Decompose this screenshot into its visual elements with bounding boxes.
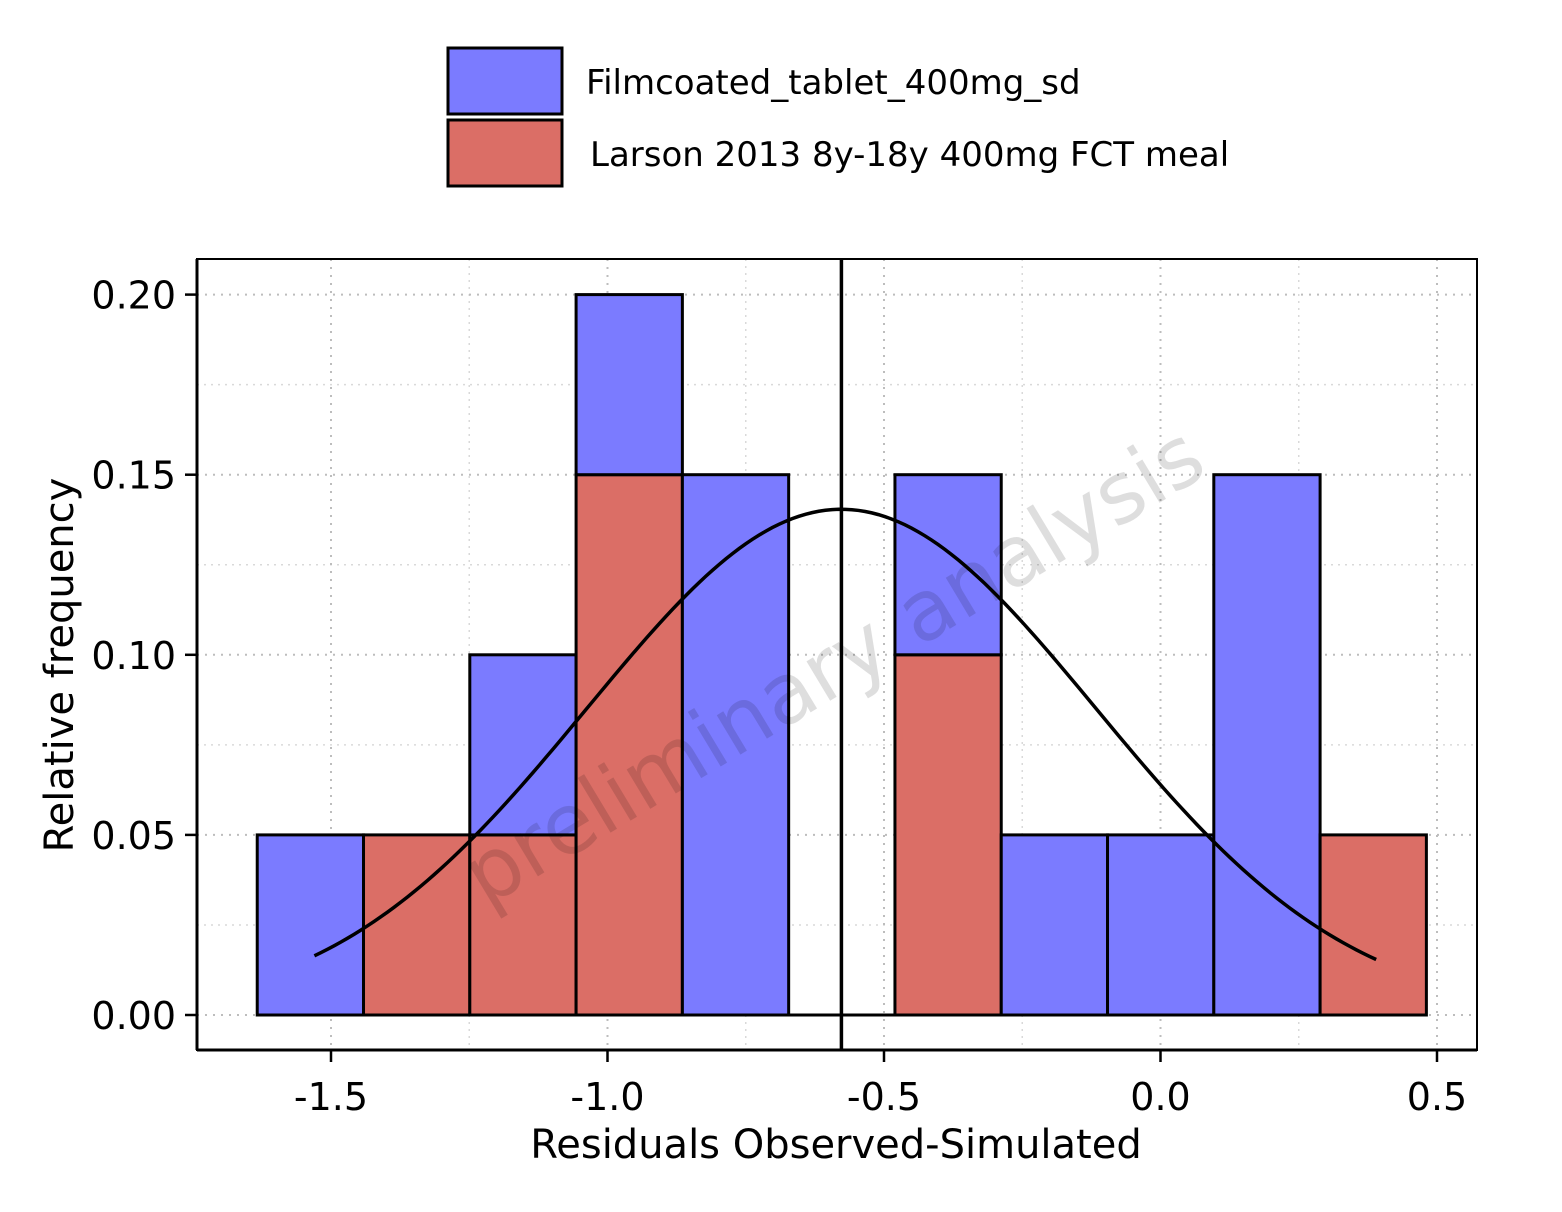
bar-larson-bin-10 (1318, 833, 1428, 1017)
normal-curve-layer (313, 259, 1377, 1050)
x-axis-title: Residuals Observed-Simulated (530, 1122, 1141, 1168)
y-tick-label-0: 0.00 (91, 994, 176, 1038)
y-tick-label-4: 0.20 (91, 274, 176, 318)
y-tick-label-3: 0.15 (91, 454, 176, 498)
legend: Filmcoated_tablet_400mg_sd Larson 2013 8… (446, 46, 1229, 188)
y-tick-label-1: 0.05 (91, 814, 176, 858)
bar-filmcoated-bin-0 (255, 833, 366, 1017)
bar-filmcoated-bin-8 (1106, 833, 1216, 1017)
x-tick-label-3: 0.0 (1130, 1075, 1190, 1119)
bar-filmcoated-bin-7 (999, 833, 1110, 1017)
bar-larson-bin-3 (574, 473, 684, 1017)
bar-larson-bin-2 (468, 833, 578, 1017)
y-tick-label-2: 0.10 (91, 634, 176, 678)
bar-larson-bin-6 (893, 653, 1003, 1017)
legend-label-filmcoated: Filmcoated_tablet_400mg_sd (586, 63, 1081, 103)
x-tick-label-0: -1.5 (294, 1075, 368, 1119)
histogram-bars (255, 293, 1428, 1017)
bar-filmcoated-bin-4 (680, 473, 791, 1017)
legend-swatch-filmcoated (446, 46, 564, 116)
tick-labels: -1.5 -1.0 -0.5 0.0 0.5 0.00 0.05 0.10 0.15 0.20 (91, 274, 1467, 1119)
x-tick-label-1: -1.0 (570, 1075, 644, 1119)
bar-filmcoated-bin-9 (1212, 473, 1322, 1017)
y-axis-title: Relative frequency (37, 478, 83, 853)
bar-larson-bin-1 (362, 833, 472, 1017)
normal-density-curve (313, 507, 1377, 962)
bar-filmcoated-bin-3 (574, 293, 684, 477)
bar-filmcoated-bin-6 (893, 473, 1003, 657)
legend-label-larson: Larson 2013 8y-18y 400mg FCT meal (590, 135, 1229, 175)
x-tick-label-2: -0.5 (847, 1075, 921, 1119)
x-tick-label-4: 0.5 (1407, 1075, 1467, 1119)
axes (185, 258, 1478, 1062)
legend-swatch-larson (446, 118, 564, 188)
